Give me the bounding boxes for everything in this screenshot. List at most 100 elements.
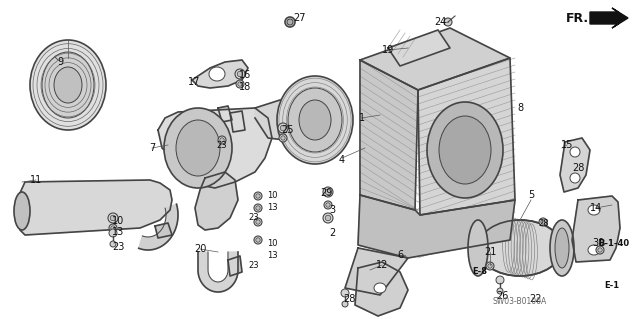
Polygon shape: [230, 111, 245, 132]
Circle shape: [486, 262, 494, 270]
Polygon shape: [418, 58, 515, 215]
Circle shape: [110, 215, 116, 221]
Text: 13: 13: [267, 250, 277, 259]
Circle shape: [108, 213, 118, 223]
Circle shape: [111, 226, 115, 230]
Polygon shape: [192, 60, 248, 88]
Text: 26: 26: [496, 291, 508, 301]
Text: 13: 13: [112, 227, 124, 237]
Text: 19: 19: [382, 45, 394, 55]
Text: 29: 29: [320, 188, 332, 198]
Ellipse shape: [299, 100, 331, 140]
Text: 24: 24: [434, 17, 446, 27]
Circle shape: [256, 206, 260, 210]
Ellipse shape: [555, 228, 569, 268]
Polygon shape: [355, 262, 408, 316]
Text: 21: 21: [484, 247, 496, 257]
Text: 18: 18: [239, 82, 251, 92]
Polygon shape: [255, 100, 305, 140]
Text: 10: 10: [267, 239, 277, 248]
Polygon shape: [228, 256, 242, 276]
Text: 6: 6: [397, 250, 403, 260]
Ellipse shape: [14, 192, 30, 230]
Circle shape: [287, 19, 293, 25]
Circle shape: [109, 224, 117, 232]
Text: 30: 30: [592, 238, 604, 248]
Circle shape: [598, 248, 602, 252]
Text: SW03-B0100A: SW03-B0100A: [493, 298, 547, 307]
Circle shape: [254, 204, 262, 212]
Text: 23: 23: [112, 242, 124, 252]
Circle shape: [279, 134, 287, 142]
Polygon shape: [360, 28, 510, 90]
Text: E-1: E-1: [604, 280, 620, 290]
Ellipse shape: [277, 76, 353, 164]
Text: 14: 14: [590, 203, 602, 213]
Circle shape: [444, 18, 452, 26]
Text: 9: 9: [57, 57, 63, 67]
Circle shape: [281, 136, 285, 140]
Circle shape: [236, 80, 244, 88]
Text: 3: 3: [329, 205, 335, 215]
Text: 15: 15: [561, 140, 573, 150]
Circle shape: [285, 17, 295, 27]
Text: 25: 25: [281, 125, 293, 135]
Ellipse shape: [439, 116, 491, 184]
Ellipse shape: [54, 67, 82, 103]
Circle shape: [238, 82, 242, 86]
Circle shape: [323, 213, 333, 223]
Text: 28: 28: [343, 294, 355, 304]
Circle shape: [254, 236, 262, 244]
Circle shape: [110, 241, 116, 247]
Ellipse shape: [478, 220, 562, 276]
Text: 13: 13: [267, 204, 277, 212]
Ellipse shape: [374, 283, 386, 293]
Polygon shape: [139, 204, 178, 250]
Text: 16: 16: [239, 70, 251, 80]
Text: 17: 17: [188, 77, 200, 87]
Circle shape: [323, 187, 333, 197]
Circle shape: [497, 288, 503, 294]
Text: 12: 12: [376, 260, 388, 270]
Polygon shape: [360, 60, 418, 210]
Circle shape: [341, 289, 349, 297]
Text: 28: 28: [539, 219, 549, 228]
Circle shape: [541, 220, 545, 224]
Ellipse shape: [209, 67, 225, 81]
Ellipse shape: [176, 120, 220, 176]
Circle shape: [235, 69, 245, 79]
Text: 4: 4: [339, 155, 345, 165]
Polygon shape: [388, 30, 450, 66]
Polygon shape: [20, 180, 172, 235]
Text: E-8: E-8: [472, 268, 488, 277]
Text: 27: 27: [294, 13, 307, 23]
Circle shape: [596, 246, 604, 254]
Ellipse shape: [468, 220, 488, 276]
Ellipse shape: [570, 173, 580, 183]
Ellipse shape: [588, 205, 600, 215]
Text: 28: 28: [572, 163, 584, 173]
Ellipse shape: [550, 220, 574, 276]
Ellipse shape: [288, 88, 342, 152]
Polygon shape: [158, 108, 272, 188]
Text: 23: 23: [249, 213, 259, 222]
Circle shape: [237, 71, 243, 77]
Circle shape: [539, 218, 547, 226]
Circle shape: [488, 264, 492, 268]
Circle shape: [280, 125, 285, 131]
Text: B-1-40: B-1-40: [598, 239, 630, 248]
Polygon shape: [155, 223, 172, 238]
Ellipse shape: [570, 147, 580, 157]
Circle shape: [326, 203, 330, 207]
Polygon shape: [572, 196, 620, 262]
Ellipse shape: [164, 108, 232, 188]
Text: 8: 8: [517, 103, 523, 113]
Text: 5: 5: [528, 190, 534, 200]
Circle shape: [325, 215, 331, 221]
Ellipse shape: [42, 52, 94, 118]
Text: 20: 20: [194, 244, 206, 254]
Circle shape: [325, 189, 331, 195]
Text: 7: 7: [149, 143, 155, 153]
Circle shape: [256, 220, 260, 224]
Circle shape: [254, 192, 262, 200]
